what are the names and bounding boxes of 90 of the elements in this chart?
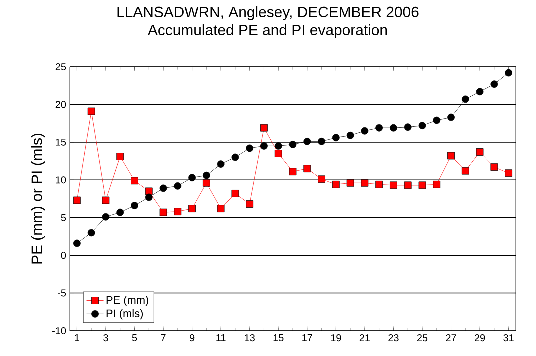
point (131, 177, 138, 185)
point (274, 150, 282, 158)
point (390, 182, 398, 190)
point (462, 167, 470, 175)
point (505, 69, 512, 77)
point (346, 179, 354, 187)
point (404, 182, 412, 190)
point (318, 176, 326, 184)
x-tick-label: 15 (274, 334, 284, 342)
y-tick-label: 25 (56, 63, 66, 71)
point (74, 240, 81, 248)
point (102, 196, 110, 204)
point (145, 194, 153, 202)
x-tick-label: 23 (388, 334, 399, 342)
point (217, 160, 225, 168)
point (260, 142, 268, 150)
y-tick-label: 20 (56, 101, 66, 108)
point (260, 124, 268, 132)
point (74, 196, 81, 204)
x-tick-label: 11 (216, 334, 226, 342)
point (332, 134, 340, 142)
x-tick-label: 21 (360, 334, 370, 342)
point (361, 179, 369, 187)
point (462, 96, 470, 104)
point (505, 170, 512, 178)
x-tick-label: 3 (104, 334, 108, 342)
x-tick-label: 5 (132, 334, 138, 342)
y-tick-label: -5 (58, 290, 66, 297)
point (202, 179, 210, 187)
x-tick-label: 29 (474, 334, 486, 342)
point (346, 132, 354, 140)
point (376, 124, 384, 132)
point (418, 122, 426, 130)
point (246, 144, 254, 152)
x-tick-label: 17 (302, 334, 312, 342)
point (404, 124, 412, 132)
point (160, 208, 168, 216)
point (88, 229, 96, 237)
point (448, 152, 455, 160)
point (116, 153, 124, 160)
point (361, 127, 369, 135)
point (274, 142, 282, 150)
chart-subtitle: Accumulated PE and PI evaporation (148, 24, 388, 38)
point (232, 154, 240, 162)
point (304, 138, 312, 146)
point (304, 165, 312, 173)
point (476, 148, 484, 156)
point (418, 182, 426, 190)
point (202, 172, 210, 180)
point (318, 138, 326, 146)
point (232, 190, 240, 198)
point (332, 180, 340, 188)
point (289, 141, 297, 148)
x-tick-label: 1 (75, 334, 80, 342)
legend-label: PI (mls) (106, 309, 144, 320)
point (476, 88, 484, 96)
x-tick-label: 7 (161, 334, 166, 342)
point (188, 205, 196, 212)
y-tick-label: 10 (56, 176, 66, 184)
x-tick-label: 13 (245, 334, 255, 342)
y-tick-label: -10 (52, 327, 66, 335)
x-tick-label: 27 (446, 334, 456, 342)
legend-label: PE (mm) (106, 296, 148, 306)
y-tick-label: 5 (61, 214, 66, 222)
point (217, 205, 225, 212)
point (433, 116, 441, 124)
point (116, 208, 124, 216)
point (390, 124, 398, 132)
point (188, 174, 196, 182)
point (102, 213, 110, 221)
point (376, 180, 384, 188)
point (88, 108, 96, 116)
y-axis-title: PE (mm) or PI (mls) (31, 134, 46, 264)
chart-title: LLANSADWRN, Anglesey, DECEMBER 2006 (118, 6, 419, 20)
x-tick-label: 9 (190, 334, 195, 342)
y-tick-label: 15 (56, 138, 66, 146)
point (490, 80, 498, 88)
x-tick-label: 31 (504, 334, 514, 342)
y-tick-label: 0 (61, 252, 66, 260)
point (433, 180, 441, 188)
x-tick-label: 19 (331, 334, 342, 342)
point (448, 114, 455, 122)
point (174, 182, 182, 190)
point (174, 208, 182, 216)
point (160, 184, 168, 192)
point (490, 164, 498, 172)
point (289, 168, 297, 176)
point (131, 202, 138, 210)
x-tick-label: 25 (417, 334, 428, 342)
point (246, 200, 254, 208)
